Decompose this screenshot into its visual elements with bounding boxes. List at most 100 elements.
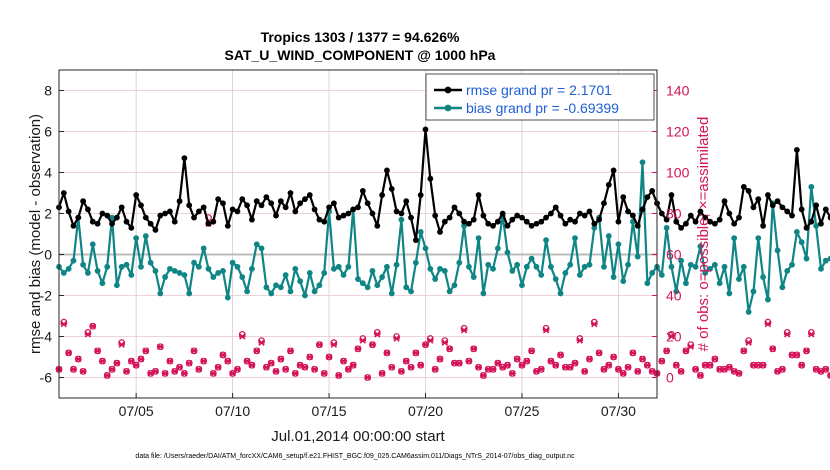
obs-assimilated-marker bbox=[65, 349, 72, 357]
axis-ticks: 07/05 07/10 07/15 07/20 07/25 07/3086420-2-4-… bbox=[40, 83, 690, 420]
obs-assimilated-marker bbox=[374, 331, 381, 338]
obs-assimilated-marker bbox=[595, 349, 603, 357]
rmse-point bbox=[85, 206, 91, 213]
x-tick-label: 07/15 bbox=[312, 403, 347, 419]
y-right-tick-label: 100 bbox=[666, 165, 690, 181]
obs-assimilated-marker bbox=[726, 364, 733, 371]
bias-point bbox=[620, 278, 627, 285]
bias-point bbox=[576, 272, 583, 278]
rmse-point bbox=[803, 224, 810, 231]
y-right-tick-label: 60 bbox=[666, 247, 682, 263]
obs-assimilated-marker bbox=[571, 359, 579, 367]
obs-assimilated-marker bbox=[99, 357, 106, 365]
chart-title-line2: SAT_U_WIND_COMPONENT @ 1000 hPa bbox=[225, 47, 496, 63]
rmse-point bbox=[490, 222, 496, 229]
bias-point bbox=[138, 263, 144, 270]
rmse-point bbox=[765, 192, 771, 198]
obs-assimilated-marker bbox=[494, 359, 502, 367]
rmse-point bbox=[673, 218, 680, 225]
bias-point bbox=[171, 268, 178, 274]
obs-assimilated-marker bbox=[186, 359, 193, 367]
rmse-point bbox=[393, 208, 400, 215]
obs-assimilated-marker bbox=[591, 321, 598, 328]
legend-box bbox=[425, 73, 655, 121]
obs-assimilated-marker bbox=[769, 345, 776, 352]
rmse-point bbox=[446, 214, 453, 221]
rmse-point bbox=[195, 208, 202, 215]
bias-point bbox=[591, 224, 598, 231]
footer-data-file: data file: /Users/raeder/DAI/ATM_forcXX/… bbox=[135, 453, 575, 460]
obs-assimilated-marker bbox=[214, 364, 222, 371]
obs-assimilated-marker bbox=[639, 355, 646, 363]
rmse-point bbox=[239, 196, 246, 203]
bias-point bbox=[663, 224, 670, 231]
obs-assimilated-marker bbox=[692, 366, 699, 373]
rmse-point bbox=[591, 220, 598, 227]
obs-assimilated-marker bbox=[518, 362, 526, 369]
rmse-point bbox=[779, 204, 786, 211]
rmse-point bbox=[620, 194, 627, 201]
obs-assimilated-marker bbox=[552, 362, 559, 369]
obs-assimilated-marker bbox=[673, 362, 680, 369]
y-left-tick-label: 0 bbox=[44, 247, 52, 263]
obs-assimilated-marker bbox=[364, 374, 371, 381]
rmse-point bbox=[273, 212, 279, 219]
bias-point bbox=[760, 274, 766, 280]
obs-assimilated-marker bbox=[489, 366, 497, 373]
rmse-point bbox=[784, 208, 791, 215]
rmse-point bbox=[403, 198, 410, 205]
obs-assimilated-marker bbox=[431, 366, 439, 373]
bias-point bbox=[480, 290, 487, 297]
bias-point bbox=[789, 261, 795, 268]
bias-point bbox=[330, 265, 337, 272]
rmse-point bbox=[466, 220, 472, 227]
bias-point bbox=[210, 274, 217, 280]
rmse-point bbox=[147, 220, 154, 227]
obs-assimilated-marker bbox=[113, 359, 121, 367]
rmse-point bbox=[191, 214, 197, 221]
obs-assimilated-marker bbox=[576, 337, 584, 344]
bias-point bbox=[605, 233, 612, 239]
rmse-point bbox=[408, 214, 414, 221]
rmse-point bbox=[99, 210, 106, 217]
bias-point bbox=[80, 261, 87, 268]
bias-point bbox=[229, 259, 236, 266]
obs-assimilated-marker bbox=[803, 347, 810, 355]
bias-point bbox=[803, 255, 810, 262]
rmse-point bbox=[774, 198, 781, 205]
bias-point bbox=[716, 280, 723, 287]
bias-point bbox=[634, 253, 641, 260]
bias-point bbox=[427, 265, 434, 272]
obs-assimilated-marker bbox=[668, 333, 675, 340]
obs-assimilated-marker bbox=[624, 364, 632, 371]
y-right-tick-label: 80 bbox=[666, 206, 682, 222]
obs-assimilated-marker bbox=[176, 364, 183, 371]
rmse-point bbox=[268, 200, 275, 207]
x-tick-label: 07/30 bbox=[601, 403, 636, 419]
obs-count-markers bbox=[55, 214, 830, 381]
obs-assimilated-marker bbox=[166, 357, 174, 365]
rmse-point bbox=[649, 188, 656, 194]
rmse-point bbox=[687, 212, 694, 219]
rmse-point bbox=[350, 206, 357, 213]
bias-point bbox=[85, 270, 91, 276]
obs-assimilated-marker bbox=[677, 368, 685, 375]
bias-point bbox=[152, 268, 159, 274]
rmse-point bbox=[123, 218, 130, 225]
rmse-point bbox=[610, 167, 617, 174]
bias-point bbox=[528, 255, 535, 262]
rmse-point bbox=[692, 218, 699, 225]
rmse-point bbox=[683, 220, 689, 227]
bias-point bbox=[297, 278, 304, 285]
rmse-point bbox=[528, 222, 535, 229]
bias-point bbox=[292, 265, 299, 272]
bias-point bbox=[412, 259, 419, 266]
rmse-point bbox=[716, 216, 723, 223]
bias-point bbox=[268, 290, 275, 297]
rmse-point bbox=[369, 210, 376, 217]
rmse-point bbox=[827, 214, 830, 221]
rmse-point bbox=[297, 200, 304, 207]
bias-point bbox=[683, 280, 689, 287]
obs-assimilated-marker bbox=[152, 368, 159, 375]
